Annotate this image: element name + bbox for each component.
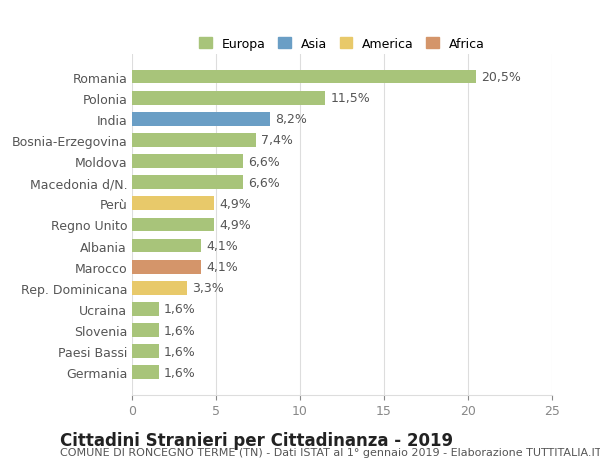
Bar [132, 218, 214, 232]
Text: 4,1%: 4,1% [206, 261, 238, 274]
Bar [132, 260, 201, 274]
Bar [132, 302, 159, 316]
Bar [132, 71, 476, 84]
Bar [132, 155, 243, 168]
Bar [132, 281, 187, 295]
Text: 3,3%: 3,3% [193, 282, 224, 295]
Text: 1,6%: 1,6% [164, 366, 196, 379]
Bar [132, 324, 159, 337]
Bar [132, 112, 270, 126]
Bar [132, 197, 214, 211]
Bar [132, 176, 243, 190]
Text: 20,5%: 20,5% [481, 71, 521, 84]
Text: 6,6%: 6,6% [248, 155, 280, 168]
Text: 6,6%: 6,6% [248, 176, 280, 189]
Text: 4,9%: 4,9% [220, 197, 251, 210]
Text: 4,1%: 4,1% [206, 240, 238, 252]
Bar [132, 239, 201, 253]
Text: 1,6%: 1,6% [164, 324, 196, 337]
Legend: Europa, Asia, America, Africa: Europa, Asia, America, Africa [196, 34, 488, 55]
Text: COMUNE DI RONCEGNO TERME (TN) - Dati ISTAT al 1° gennaio 2019 - Elaborazione TUT: COMUNE DI RONCEGNO TERME (TN) - Dati IST… [60, 448, 600, 458]
Text: Cittadini Stranieri per Cittadinanza - 2019: Cittadini Stranieri per Cittadinanza - 2… [60, 431, 453, 449]
Bar [132, 366, 159, 379]
Bar [132, 134, 256, 147]
Text: 1,6%: 1,6% [164, 345, 196, 358]
Text: 4,9%: 4,9% [220, 218, 251, 231]
Bar [132, 345, 159, 358]
Text: 11,5%: 11,5% [330, 92, 370, 105]
Text: 1,6%: 1,6% [164, 303, 196, 316]
Text: 7,4%: 7,4% [262, 134, 293, 147]
Text: 8,2%: 8,2% [275, 113, 307, 126]
Bar [132, 92, 325, 105]
